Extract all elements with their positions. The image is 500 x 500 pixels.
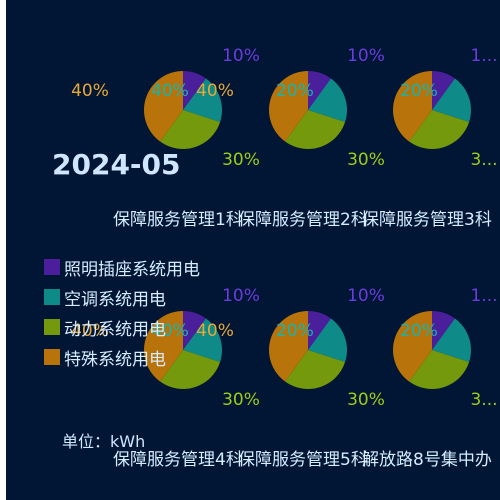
pie-slice-lighting[interactable] — [183, 311, 206, 350]
data-label-lighting: 1... — [470, 46, 497, 66]
data-label-special: 40% — [196, 321, 234, 341]
pie-title: 保障服务管理5科 — [238, 450, 368, 470]
pie-1[interactable]: 10% 40% 30% 40% 保障服务管理1科 — [71, 46, 260, 230]
legend[interactable]: 照明插座系统用电 空调系统用电 动力系统用电 特殊系统用电 — [44, 252, 200, 372]
legend-label-hvac: 空调系统用电 — [64, 289, 166, 310]
pie-slice-hvac[interactable] — [183, 318, 222, 363]
data-label-lighting: 1... — [470, 286, 497, 306]
data-label-power: 30% — [222, 150, 260, 170]
pie-title: 保障服务管理3科 — [362, 210, 492, 230]
pie-slice-special[interactable] — [393, 71, 432, 142]
data-label-power: 30% — [347, 390, 385, 410]
data-label-hvac: 20% — [276, 81, 314, 101]
pie-slice-power[interactable] — [409, 350, 470, 389]
pie-2[interactable]: 10% 20% 30% 40% 保障服务管理2科 — [196, 46, 385, 230]
pie-slice-power[interactable] — [409, 110, 470, 149]
pie-slice-power[interactable] — [160, 350, 221, 389]
unit-label: 单位：kWh — [62, 432, 146, 451]
pie-slice-lighting[interactable] — [432, 311, 455, 350]
pie-slice-lighting[interactable] — [308, 71, 331, 110]
pie-5[interactable]: 10% 20% 30% 40% 保障服务管理5科 — [196, 286, 385, 470]
legend-item-lighting[interactable]: 照明插座系统用电 — [44, 252, 200, 282]
pie-title: 保障服务管理2科 — [238, 210, 368, 230]
pie-slice-hvac[interactable] — [183, 78, 223, 123]
legend-swatch-lighting — [44, 259, 60, 275]
data-label-lighting: 10% — [347, 46, 385, 66]
pie-slice-hvac[interactable] — [308, 318, 347, 363]
data-label-hvac: 20% — [400, 81, 438, 101]
pie-slice-special[interactable] — [144, 310, 183, 382]
legend-label-lighting: 照明插座系统用电 — [64, 259, 200, 280]
pie-slice-power[interactable] — [160, 110, 221, 150]
pie-4[interactable]: 10% 40% 30% 40% 保障服务管理4科 — [71, 286, 260, 470]
legend-label-power: 动力系统用电 — [64, 319, 166, 340]
data-label-hvac: 20% — [276, 321, 314, 341]
data-label-lighting: 10% — [222, 46, 260, 66]
data-label-power: 3... — [470, 150, 497, 170]
pie-6[interactable]: 1... 20% 3... 解放路8号集中办 — [362, 286, 498, 470]
pie-slice-lighting[interactable] — [183, 71, 206, 110]
legend-swatch-hvac — [44, 289, 60, 305]
legend-label-special: 特殊系统用电 — [64, 349, 166, 370]
pie-title: 保障服务管理4科 — [113, 450, 243, 470]
pie-slice-hvac[interactable] — [432, 318, 471, 363]
pie-slice-special[interactable] — [144, 71, 183, 142]
pie-slice-lighting[interactable] — [432, 71, 455, 110]
data-label-power: 3... — [470, 390, 497, 410]
data-label-power: 30% — [222, 390, 260, 410]
data-label-special: 40% — [196, 81, 234, 101]
legend-item-special[interactable]: 特殊系统用电 — [44, 342, 200, 372]
pie-slice-lighting[interactable] — [308, 311, 331, 350]
pie-3[interactable]: 1... 20% 3... 保障服务管理3科 — [362, 46, 498, 230]
pie-slice-power[interactable] — [285, 350, 346, 389]
legend-swatch-power — [44, 319, 60, 335]
legend-swatch-special — [44, 349, 60, 365]
legend-item-hvac[interactable]: 空调系统用电 — [44, 282, 200, 312]
pie-title: 解放路8号集中办 — [362, 450, 492, 470]
pie-slice-special[interactable] — [269, 311, 308, 382]
data-label-hvac: 20% — [400, 321, 438, 341]
window-edge — [0, 0, 6, 500]
pie-slice-special[interactable] — [393, 311, 432, 382]
pie-title: 保障服务管理1科 — [113, 210, 243, 230]
data-label-special: 40% — [71, 321, 109, 341]
data-label-lighting: 10% — [222, 286, 260, 306]
data-label-lighting: 10% — [347, 286, 385, 306]
pie-slice-hvac[interactable] — [308, 78, 348, 123]
legend-item-power[interactable]: 动力系统用电 — [44, 312, 200, 342]
data-label-hvac: 40% — [151, 321, 189, 341]
data-label-power: 30% — [347, 150, 385, 170]
pie-slice-hvac[interactable] — [432, 78, 471, 123]
pie-slice-special[interactable] — [269, 71, 308, 142]
date-label: 2024-05 — [52, 148, 181, 181]
data-label-hvac: 40% — [151, 81, 189, 101]
data-label-special: 40% — [71, 81, 109, 101]
pie-slice-power[interactable] — [285, 110, 346, 150]
